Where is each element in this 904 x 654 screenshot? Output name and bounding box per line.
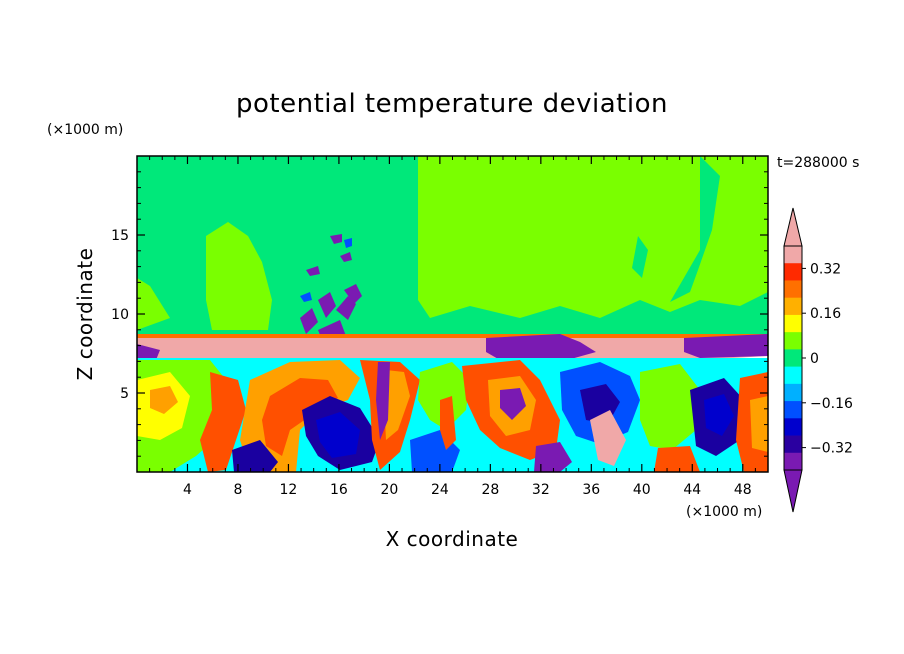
- time-label: t=288000 s: [777, 155, 859, 171]
- field-upper-green-notch: [670, 156, 720, 302]
- colorbar-segment: [784, 435, 802, 454]
- colorbar-segment: [784, 297, 802, 316]
- field-upper-yellowgreen-big: [418, 156, 768, 318]
- colorbar-label: −0.16: [810, 396, 853, 412]
- plume-blobs: [300, 234, 362, 340]
- cold-patch-left: [137, 344, 160, 360]
- x-tick-label: 4: [183, 482, 192, 498]
- colorbar-segment: [784, 452, 802, 471]
- y-ticks: 5 10 15: [111, 171, 768, 457]
- x-tick-label: 20: [380, 482, 398, 498]
- bl-eddies: [137, 360, 768, 472]
- colorbar-bottom-triangle: [783, 469, 803, 513]
- x-axis-label: X coordinate: [386, 527, 519, 551]
- x-tick-label: 12: [280, 482, 298, 498]
- cold-patch-center: [486, 334, 596, 362]
- colorbar: 0.32 0.16 0 −0.16 −0.32: [783, 207, 853, 513]
- field-upper-green-notch2: [632, 236, 648, 278]
- y-tick-label: 10: [111, 307, 129, 323]
- colorbar-segment: [784, 383, 802, 402]
- colorbar-segment: [784, 418, 802, 436]
- colorbar-label: 0.32: [810, 261, 841, 277]
- x-tick-label: 36: [582, 482, 600, 498]
- colorbar-segment: [784, 401, 802, 419]
- inversion-layer-pink: [137, 338, 768, 362]
- x-tick-label: 8: [233, 482, 242, 498]
- colorbar-segment: [784, 280, 802, 299]
- x-tick-label: 40: [633, 482, 651, 498]
- colorbar-segment: [784, 349, 802, 368]
- chart-title: potential temperature deviation: [236, 89, 668, 119]
- colorbar-label: 0: [810, 351, 819, 367]
- cold-patch-right: [684, 334, 768, 358]
- x-tick-label: 16: [330, 482, 348, 498]
- inversion-edge-orange: [137, 334, 768, 338]
- colorbar-label: −0.32: [810, 441, 853, 457]
- field-upper-yellowgreen-edge: [137, 278, 170, 330]
- plume-blobs-blue: [300, 238, 352, 302]
- x-tick-label: 44: [683, 482, 701, 498]
- colorbar-segment: [784, 332, 802, 350]
- colorbar-segment: [784, 246, 802, 264]
- field-upper-yellowgreen-left: [206, 222, 272, 330]
- y-tick-label: 15: [111, 228, 129, 244]
- x-unit-label: (×1000 m): [686, 504, 762, 520]
- x-tick-label: 48: [734, 482, 752, 498]
- x-tick-label: 28: [481, 482, 499, 498]
- x-tick-label: 24: [431, 482, 449, 498]
- colorbar-label: 0.16: [810, 306, 841, 322]
- colorbar-segment: [784, 314, 802, 333]
- x-ticks: 4 8 12 16 20 24 28 32 36 40 44 48: [149, 156, 756, 498]
- colorbar-segment: [784, 263, 802, 281]
- y-axis-label: Z coordinate: [73, 248, 97, 381]
- y-unit-label: (×1000 m): [47, 122, 123, 138]
- y-tick-label: 5: [120, 386, 129, 402]
- x-tick-label: 32: [532, 482, 550, 498]
- colorbar-segment: [784, 366, 802, 385]
- colorbar-top-triangle: [783, 207, 803, 247]
- contour-field: [137, 156, 768, 472]
